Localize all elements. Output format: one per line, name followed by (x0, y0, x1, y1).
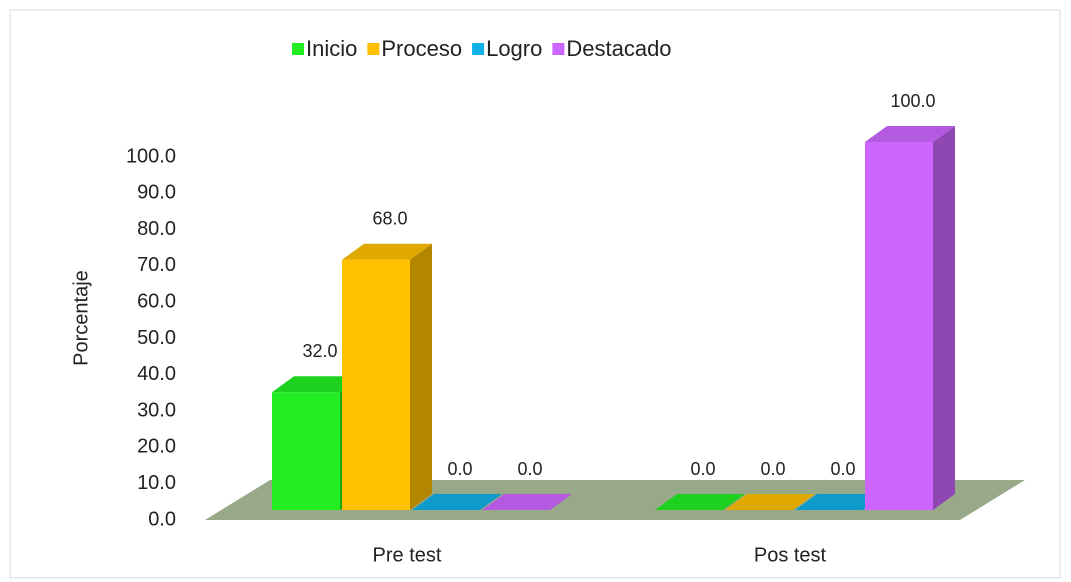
y-tick-label: 10.0 (137, 472, 176, 494)
value-label: 0.0 (760, 459, 785, 479)
bar-side (410, 243, 432, 510)
legend-swatch (472, 43, 485, 55)
legend-swatch (292, 43, 304, 55)
value-label: 0.0 (447, 459, 472, 479)
bar-side (933, 126, 955, 510)
value-label: 32.0 (302, 341, 337, 361)
legend-swatch (552, 43, 565, 55)
bar-top (655, 494, 745, 510)
value-label: 68.0 (372, 209, 407, 229)
bar-top (865, 126, 955, 142)
y-tick-label: 50.0 (137, 327, 176, 349)
value-label: 100.0 (890, 91, 935, 111)
legend-label: Logro (486, 36, 542, 61)
y-tick-label: 30.0 (137, 399, 176, 421)
y-tick-label: 90.0 (137, 182, 176, 204)
bar-top (482, 494, 572, 510)
y-tick-label: 20.0 (137, 436, 176, 458)
bar (272, 392, 340, 510)
legend-label: Destacado (566, 36, 671, 61)
bar-top (272, 376, 362, 393)
bar (342, 259, 410, 510)
legend-label: Inicio (306, 36, 357, 61)
y-tick-label: 100.0 (126, 145, 176, 167)
y-tick-label: 70.0 (137, 254, 176, 276)
y-tick-label: 40.0 (137, 363, 176, 385)
bar (865, 142, 933, 510)
legend-swatch (367, 43, 380, 55)
value-label: 0.0 (517, 459, 542, 479)
y-tick-label: 60.0 (137, 290, 176, 312)
bar-top (795, 494, 885, 510)
legend-label: Proceso (381, 36, 462, 61)
y-tick-label: 80.0 (137, 218, 176, 240)
y-tick-label: 0.0 (148, 508, 176, 530)
bar-top (342, 243, 432, 260)
value-label: 0.0 (690, 459, 715, 479)
y-axis-label: Porcentaje (70, 270, 92, 366)
bar-top (412, 494, 502, 510)
bar-top (725, 494, 815, 510)
value-label: 0.0 (830, 459, 855, 479)
x-tick-label: Pre test (373, 544, 442, 566)
x-tick-label: Pos test (754, 544, 827, 566)
